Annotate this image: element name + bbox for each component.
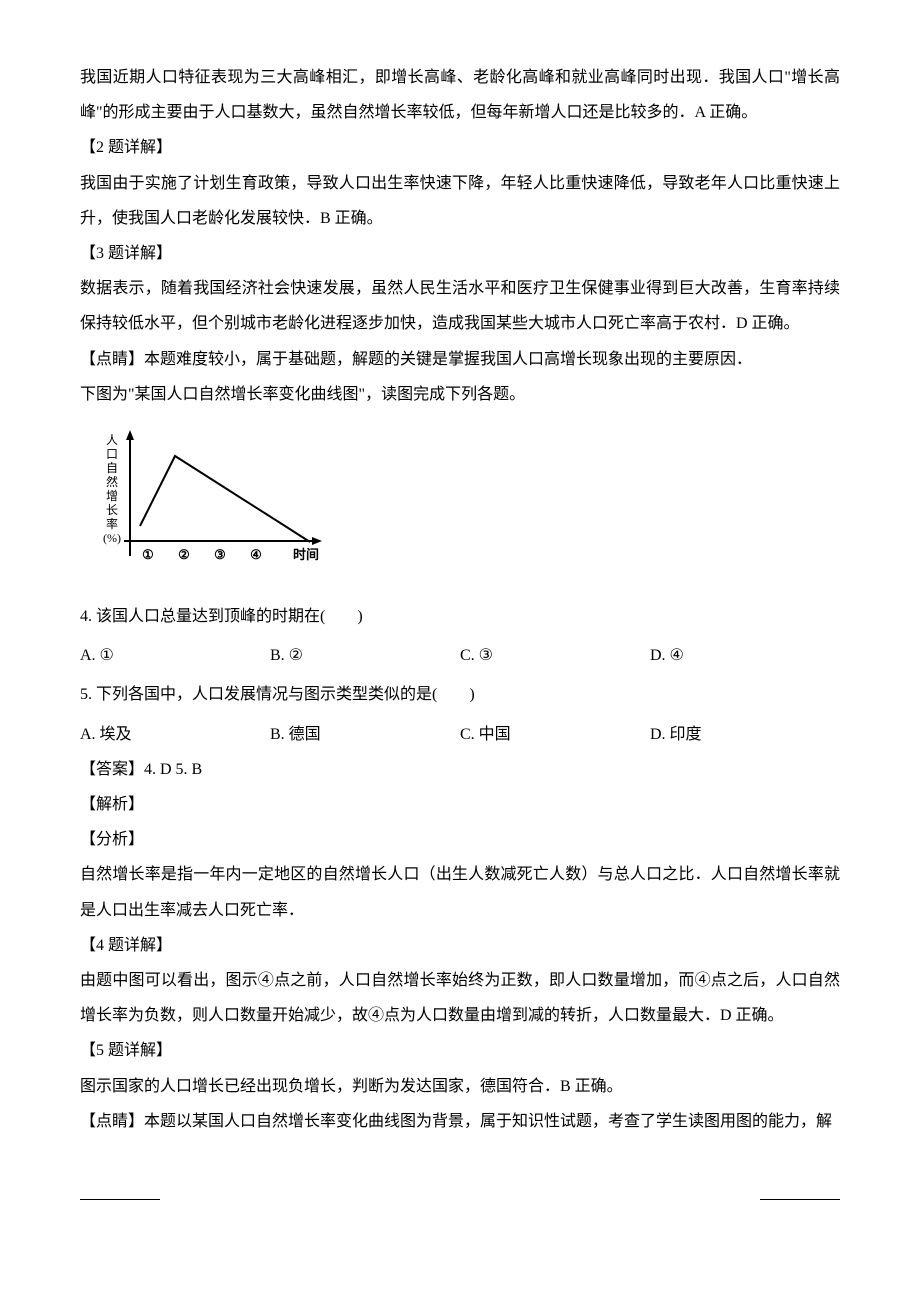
q4-option-d: D. ④ bbox=[650, 638, 840, 673]
heading-q3-detail: 【3 题详解】 bbox=[80, 236, 840, 271]
paragraph-intro: 我国近期人口特征表现为三大高峰相汇，即增长高峰、老龄化高峰和就业高峰同时出现．我… bbox=[80, 60, 840, 130]
footer-rule-right bbox=[760, 1199, 840, 1200]
svg-text:率: 率 bbox=[106, 516, 118, 531]
q4-option-c: C. ③ bbox=[460, 638, 650, 673]
svg-text:②: ② bbox=[178, 547, 190, 562]
paragraph-q5-detail: 图示国家的人口增长已经出现负增长，判断为发达国家，德国符合．B 正确。 bbox=[80, 1069, 840, 1104]
svg-text:增: 增 bbox=[106, 489, 118, 503]
q5-option-d: D. 印度 bbox=[650, 717, 840, 752]
paragraph-q2: 我国由于实施了计划生育政策，导致人口出生率快速下降，年轻人比重快速降低，导致老年… bbox=[80, 166, 840, 236]
q4-option-b: B. ② bbox=[270, 638, 460, 673]
svg-text:③: ③ bbox=[214, 547, 226, 562]
q5-option-b: B. 德国 bbox=[270, 717, 460, 752]
svg-text:长: 长 bbox=[106, 503, 118, 517]
growth-rate-chart: 人口自然增长率(%) ① ② ③ ④ 时间 bbox=[98, 426, 840, 589]
footer-rule-left bbox=[80, 1199, 160, 1200]
svg-text:①: ① bbox=[142, 547, 154, 562]
svg-text:然: 然 bbox=[106, 474, 118, 489]
svg-text:口: 口 bbox=[106, 447, 118, 461]
svg-text:人: 人 bbox=[106, 433, 118, 447]
answer-line: 【答案】4. D 5. B bbox=[80, 752, 840, 787]
q4-options: A. ① B. ② C. ③ D. ④ bbox=[80, 638, 840, 673]
tip-2: 【点睛】本题以某国人口自然增长率变化曲线图为背景，属于知识性试题，考查了学生读图… bbox=[80, 1104, 840, 1139]
heading-q5-detail: 【5 题详解】 bbox=[80, 1033, 840, 1068]
q4-option-a: A. ① bbox=[80, 638, 270, 673]
analysis-text: 自然增长率是指一年内一定地区的自然增长人口（出生人数减死亡人数）与总人口之比．人… bbox=[80, 857, 840, 927]
q5-option-a: A. 埃及 bbox=[80, 717, 270, 752]
heading-q2-detail: 【2 题详解】 bbox=[80, 130, 840, 165]
svg-text:自: 自 bbox=[106, 461, 118, 475]
footer-rule bbox=[80, 1199, 840, 1200]
explanation-label: 【解析】 bbox=[80, 787, 840, 822]
q4-stem: 4. 该国人口总量达到顶峰的时期在( ) bbox=[80, 599, 840, 634]
heading-q4-detail: 【4 题详解】 bbox=[80, 928, 840, 963]
q5-options: A. 埃及 B. 德国 C. 中国 D. 印度 bbox=[80, 717, 840, 752]
svg-text:④: ④ bbox=[250, 547, 262, 562]
paragraph-q4-detail: 由题中图可以看出，图示④点之前，人口自然增长率始终为正数，即人口数量增加，而④点… bbox=[80, 963, 840, 1033]
q5-option-c: C. 中国 bbox=[460, 717, 650, 752]
svg-text:(%): (%) bbox=[103, 531, 121, 545]
analysis-label: 【分析】 bbox=[80, 822, 840, 857]
figure-intro: 下图为"某国人口自然增长率变化曲线图"，读图完成下列各题。 bbox=[80, 377, 840, 412]
svg-text:时间: 时间 bbox=[293, 547, 319, 562]
q5-stem: 5. 下列各国中，人口发展情况与图示类型类似的是( ) bbox=[80, 677, 840, 712]
tip-1: 【点睛】本题难度较小，属于基础题，解题的关键是掌握我国人口高增长现象出现的主要原… bbox=[80, 342, 840, 377]
paragraph-q3: 数据表示，随着我国经济社会快速发展，虽然人民生活水平和医疗卫生保健事业得到巨大改… bbox=[80, 271, 840, 341]
